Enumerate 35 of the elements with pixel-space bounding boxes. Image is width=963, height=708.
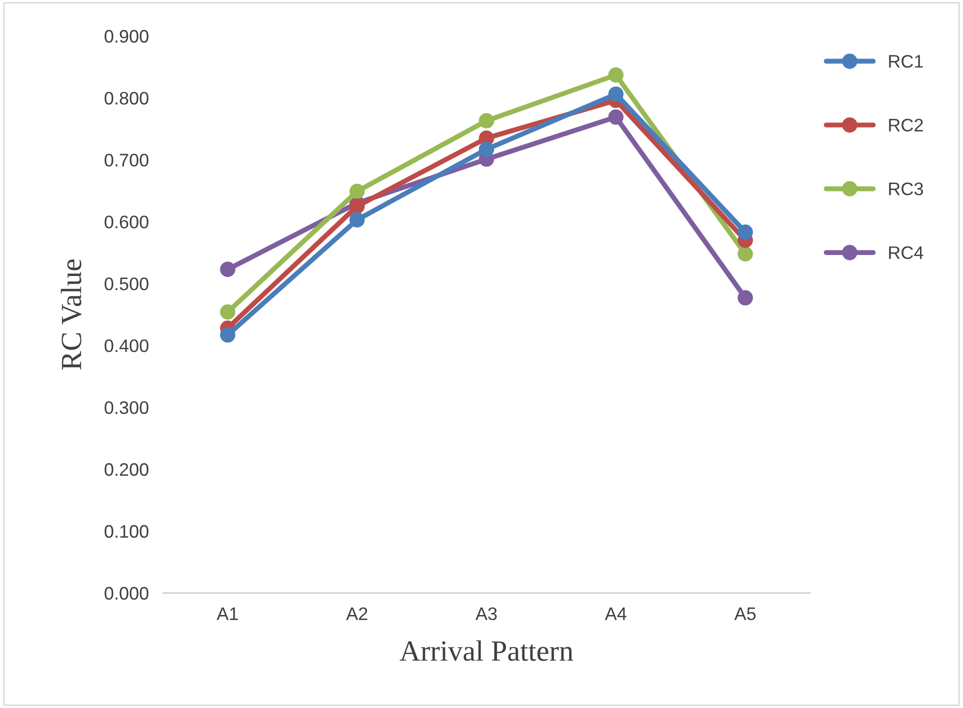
x-tick-label: A5 [734, 608, 756, 620]
point [738, 224, 753, 240]
legend-label: RC2 [889, 118, 923, 132]
y-tick-label: 0.300 [104, 401, 148, 414]
x-tick-label: A2 [346, 607, 368, 620]
legend-label: RC3 [889, 182, 923, 196]
legend-label: RC4 [889, 246, 924, 260]
x-tick-label: A3 [475, 607, 497, 620]
y-tick-label: 0.500 [104, 277, 148, 290]
x-tick-label: A1 [216, 608, 238, 620]
y-tick-label: 0.000 [104, 586, 148, 600]
x-tick-label: A4 [604, 608, 626, 620]
point [608, 109, 624, 125]
y-tick-label: 0.900 [104, 30, 148, 43]
y-tick-label: 0.700 [104, 154, 148, 166]
point [478, 113, 494, 128]
legend-label: RC1 [889, 54, 923, 68]
y-tick-label: 0.100 [104, 525, 148, 538]
point [220, 304, 236, 320]
point [220, 262, 236, 277]
y-tick-label: 0.600 [104, 216, 148, 228]
y-tick-label: 0.400 [104, 339, 148, 352]
y-axis-title: RC Value [60, 259, 82, 370]
point [738, 246, 753, 262]
point [349, 212, 365, 228]
point [478, 142, 494, 157]
point [608, 86, 624, 102]
y-tick-label: 0.800 [104, 92, 148, 105]
point [349, 198, 365, 214]
point [349, 184, 365, 199]
point [608, 67, 624, 83]
x-axis-title: Arrival Pattern [400, 640, 574, 661]
point [738, 290, 753, 306]
y-tick-label: 0.200 [104, 463, 148, 476]
point [220, 327, 236, 343]
